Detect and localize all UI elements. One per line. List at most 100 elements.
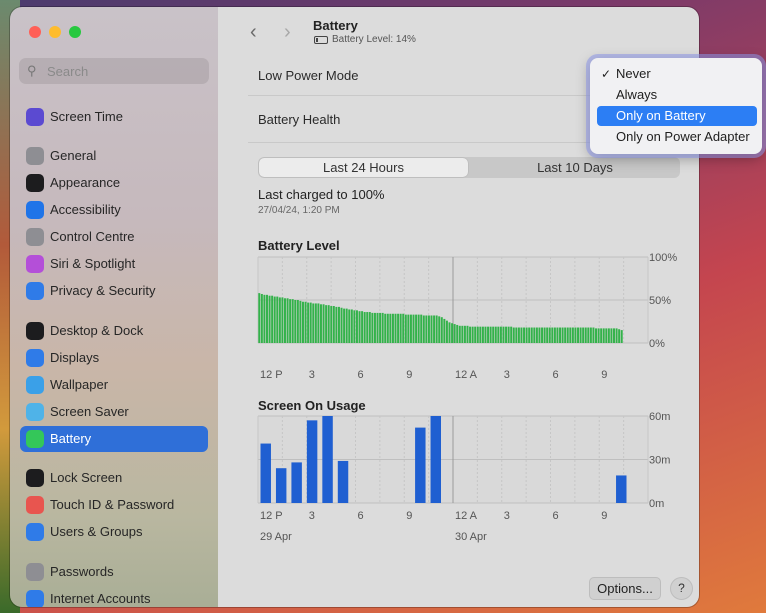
- sidebar-item-wallpaper[interactable]: Wallpaper: [20, 372, 208, 398]
- sidebar-item-screen-time[interactable]: Screen Time: [20, 104, 208, 130]
- tab-last-24-hours[interactable]: Last 24 Hours: [259, 158, 468, 177]
- bar: [299, 300, 302, 343]
- wallpaper-icon: [26, 376, 44, 394]
- bar: [330, 306, 333, 343]
- menu-item-never[interactable]: ✓ Never: [597, 64, 757, 84]
- bar: [461, 325, 464, 343]
- bar: [481, 326, 484, 343]
- x-tick-label: 6: [358, 369, 364, 381]
- x-tick-label: 9: [601, 510, 607, 522]
- bar: [453, 324, 456, 343]
- x-tick-label: 3: [504, 510, 510, 522]
- bar: [343, 308, 346, 343]
- bar: [566, 327, 569, 343]
- sidebar-item-passwords[interactable]: Passwords: [20, 559, 208, 585]
- bar: [479, 326, 482, 343]
- low-power-mode-label: Low Power Mode: [258, 68, 359, 83]
- bar: [353, 310, 356, 343]
- sidebar-item-touch-id-password[interactable]: Touch ID & Password: [20, 492, 208, 518]
- bar: [438, 316, 441, 343]
- fingerprint-icon: [26, 496, 44, 514]
- bar: [415, 427, 426, 503]
- sidebar-item-appearance[interactable]: Appearance: [20, 170, 208, 196]
- y-tick-label: 0m: [649, 498, 664, 510]
- bar: [546, 327, 549, 343]
- sidebar-item-label: Desktop & Dock: [50, 323, 144, 338]
- bar: [399, 313, 402, 343]
- time-range-segmented-control: Last 24 Hours Last 10 Days: [258, 157, 680, 178]
- sidebar-item-displays[interactable]: Displays: [20, 345, 208, 371]
- sidebar-item-users-groups[interactable]: Users & Groups: [20, 519, 208, 545]
- bar: [335, 306, 338, 343]
- bar: [430, 416, 441, 503]
- bar: [404, 314, 407, 343]
- sidebar-item-label: Screen Saver: [50, 404, 129, 419]
- bar: [458, 325, 461, 343]
- menu-item-only-on-power-adapter[interactable]: Only on Power Adapter: [597, 127, 757, 147]
- forward-chevron-icon[interactable]: ›: [284, 21, 291, 43]
- bar: [487, 326, 490, 343]
- sidebar-item-desktop-dock[interactable]: Desktop & Dock: [20, 318, 208, 344]
- bar: [345, 308, 348, 343]
- x-tick-label: 3: [309, 510, 315, 522]
- bar: [618, 329, 621, 343]
- tab-last-10-days[interactable]: Last 10 Days: [537, 160, 613, 175]
- sidebar-item-internet-accounts[interactable]: Internet Accounts: [20, 586, 208, 607]
- bar: [556, 327, 559, 343]
- bar: [510, 326, 513, 343]
- search-field[interactable]: ⚲ Search: [19, 58, 209, 84]
- close-window-button[interactable]: [29, 26, 41, 38]
- bar: [306, 420, 318, 503]
- options-button[interactable]: Options...: [589, 577, 661, 600]
- bar: [497, 326, 500, 343]
- bar: [281, 297, 284, 343]
- bar: [440, 317, 443, 343]
- minimize-window-button[interactable]: [49, 26, 61, 38]
- sidebar-item-accessibility[interactable]: Accessibility: [20, 197, 208, 223]
- sidebar-item-general[interactable]: General: [20, 143, 208, 169]
- bar: [258, 293, 261, 343]
- sidebar-item-label: Privacy & Security: [50, 283, 156, 298]
- sun-icon: [26, 349, 44, 367]
- menu-item-only-on-battery[interactable]: Only on Battery: [597, 106, 757, 126]
- x-tick-label: 12 A: [455, 510, 478, 522]
- bar: [463, 325, 466, 343]
- x-tick-label: 3: [504, 369, 510, 381]
- hand-icon: [26, 282, 44, 300]
- bar: [304, 301, 307, 343]
- x-tick-label: 6: [553, 369, 559, 381]
- bar: [417, 314, 420, 343]
- back-chevron-icon[interactable]: ‹: [250, 21, 257, 43]
- bar: [402, 313, 405, 343]
- bar: [268, 295, 271, 343]
- menu-item-always[interactable]: Always: [597, 85, 757, 105]
- sidebar-item-control-centre[interactable]: Control Centre: [20, 224, 208, 250]
- sidebar-item-lock-screen[interactable]: Lock Screen: [20, 465, 208, 491]
- x-tick-label: 9: [601, 369, 607, 381]
- bar: [361, 311, 364, 343]
- sidebar-item-screen-saver[interactable]: Screen Saver: [20, 399, 208, 425]
- x-tick-label: 12 P: [260, 369, 283, 381]
- bar: [263, 294, 266, 343]
- screen-on-usage-chart: 60m 30m 0m 12 P 3 6 9 12 A 3 6 9 29 Apr 30 Apr: [257, 411, 670, 543]
- sidebar-item-label: Passwords: [50, 564, 114, 579]
- sidebar-item-siri-spotlight[interactable]: Siri & Spotlight: [20, 251, 208, 277]
- bar: [340, 307, 343, 343]
- sidebar-item-label: Accessibility: [50, 202, 121, 217]
- bar: [381, 312, 384, 343]
- sidebar-item-battery[interactable]: Battery: [20, 426, 208, 452]
- x-tick-label: 12 P: [260, 510, 283, 522]
- menu-item-label: Only on Power Adapter: [616, 129, 750, 144]
- bar: [541, 327, 544, 343]
- bar: [314, 303, 317, 343]
- page-title: Battery: [313, 18, 358, 33]
- bar: [284, 298, 286, 343]
- bar: [278, 297, 281, 343]
- x-tick-label: 9: [406, 510, 412, 522]
- bar: [366, 312, 369, 343]
- help-button[interactable]: ?: [670, 577, 693, 600]
- sidebar-item-privacy-security[interactable]: Privacy & Security: [20, 278, 208, 304]
- bar: [492, 326, 495, 343]
- bar: [415, 314, 418, 343]
- zoom-window-button[interactable]: [69, 26, 81, 38]
